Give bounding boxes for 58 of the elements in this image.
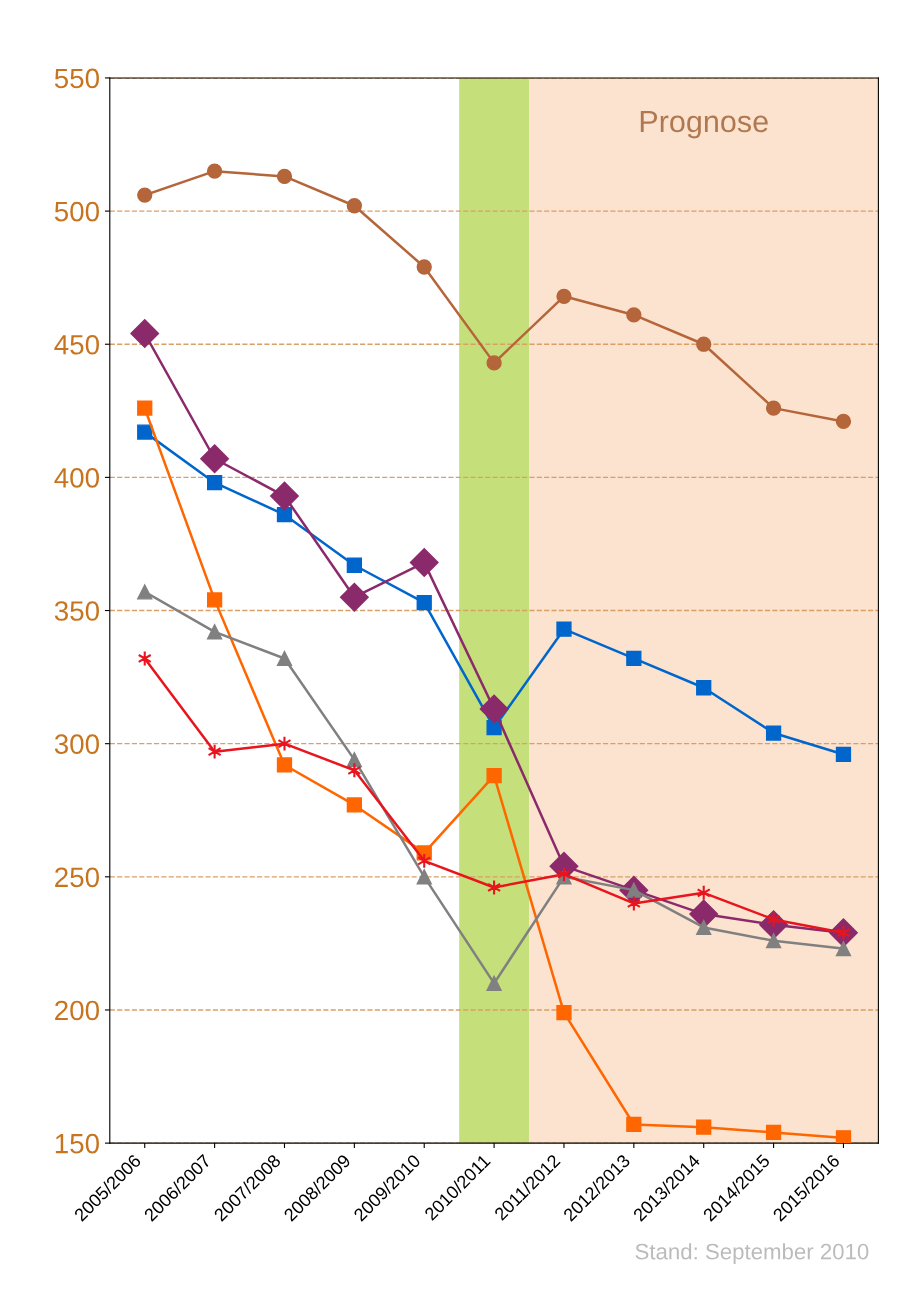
point <box>270 481 299 511</box>
point <box>765 933 782 949</box>
point <box>206 163 223 179</box>
y-tick-label: 150 <box>55 1133 99 1154</box>
text: Stand: September 2010 <box>635 1243 869 1264</box>
point <box>626 307 642 323</box>
point <box>130 319 160 349</box>
point <box>479 694 509 724</box>
point <box>416 869 432 885</box>
y-tick-label: 450 <box>54 334 99 355</box>
point <box>137 584 153 600</box>
point <box>486 767 502 784</box>
y-tick-label: 500 <box>54 201 99 222</box>
point <box>276 507 293 523</box>
y-tick-label: 250 <box>55 867 99 888</box>
point <box>486 355 502 371</box>
point <box>696 1119 712 1135</box>
point <box>409 548 439 578</box>
point <box>206 475 223 491</box>
point <box>696 336 712 352</box>
point <box>346 557 362 573</box>
point <box>137 424 153 440</box>
point <box>346 198 362 214</box>
point <box>626 1116 642 1133</box>
point <box>556 621 572 637</box>
point <box>276 168 293 185</box>
point <box>696 680 712 696</box>
point <box>765 1124 782 1141</box>
y-tick-label: 300 <box>54 734 99 755</box>
point <box>346 797 362 813</box>
point <box>556 288 572 304</box>
point <box>200 444 230 474</box>
point <box>835 746 852 762</box>
point <box>486 975 502 991</box>
point <box>696 919 712 936</box>
point <box>276 757 293 773</box>
y-tick-label: 200 <box>55 1000 99 1021</box>
point <box>206 624 223 640</box>
point <box>486 720 502 736</box>
y-tick-label: 550 <box>54 68 99 89</box>
point <box>416 594 432 611</box>
point <box>137 400 153 416</box>
point <box>556 1004 572 1021</box>
point <box>206 592 223 608</box>
point <box>276 650 293 667</box>
point <box>626 650 642 667</box>
point <box>835 413 852 430</box>
point <box>339 582 369 612</box>
point <box>835 941 852 957</box>
point <box>765 725 782 741</box>
point <box>835 1130 852 1144</box>
band-label: Prognose <box>640 111 768 139</box>
point <box>277 735 292 752</box>
y-tick-label: 400 <box>54 468 99 488</box>
y-tick-label: 350 <box>54 601 99 621</box>
point <box>765 400 782 416</box>
point <box>416 259 432 275</box>
point <box>137 187 153 203</box>
